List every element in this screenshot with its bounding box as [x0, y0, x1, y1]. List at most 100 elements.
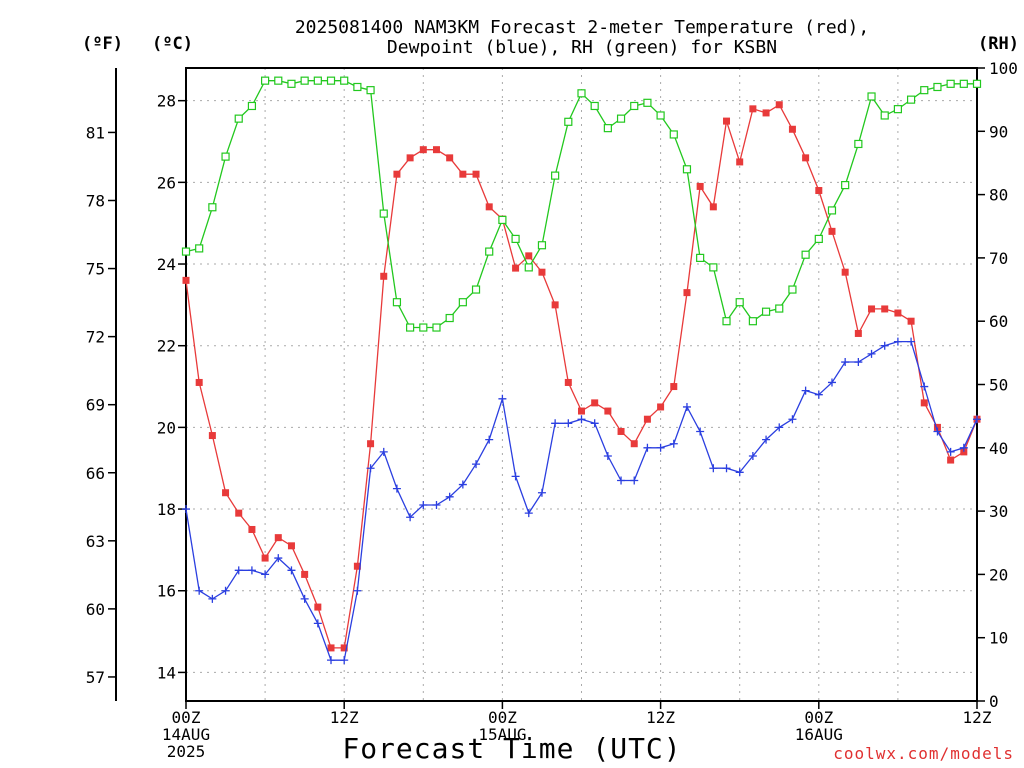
fahrenheit-tick-label: 66 [86, 464, 105, 483]
rh-point [445, 313, 454, 323]
dewpoint-point [221, 586, 230, 595]
rh-point [234, 114, 243, 123]
x-axis-title: Forecast Time (UTC) [342, 732, 682, 765]
temperature-point [749, 105, 757, 113]
time-tick-label: 00Z [172, 708, 201, 727]
temperature-point [432, 146, 440, 154]
rh-point [854, 139, 863, 149]
temperature-point [340, 644, 348, 652]
temperature-point [828, 227, 836, 235]
series-group [182, 101, 981, 652]
rh-point [181, 247, 191, 256]
fahrenheit-tick-label: 57 [86, 668, 105, 687]
dewpoint-point [827, 378, 836, 387]
rh-point [195, 244, 204, 253]
rh-point [537, 241, 547, 250]
dewpoint-point [195, 586, 204, 595]
temperature-point [604, 407, 612, 415]
dewpoint-point [735, 468, 744, 477]
rh-tick-label: 90 [989, 122, 1008, 141]
rh-point [946, 79, 955, 88]
rh-point [208, 203, 217, 212]
rh-point [669, 130, 678, 139]
dewpoint-point [511, 472, 520, 481]
credit-link[interactable]: coolwx.com/models [833, 744, 1014, 763]
rh-tick-label: 0 [989, 692, 999, 711]
temperature-point [380, 272, 388, 280]
rh-point [247, 101, 257, 111]
dewpoint-point [366, 464, 375, 473]
rh-point [972, 79, 982, 88]
rh-point [893, 105, 903, 114]
fahrenheit-axis: 57 60 63 66 69 72 75 78 81 [86, 68, 117, 701]
series-group [182, 337, 981, 665]
temperature-point [933, 423, 941, 431]
temperature-point [591, 399, 599, 407]
temperature-point [578, 407, 585, 415]
temperature-point [538, 268, 546, 276]
temperature-point [947, 456, 955, 464]
dewpoint-point [801, 386, 810, 395]
dewpoint-point [880, 341, 889, 350]
temperature-point [208, 432, 216, 440]
temperature-point [195, 378, 203, 386]
temperature-point [406, 154, 414, 162]
dewpoint-point [893, 337, 902, 346]
temperature-point [274, 534, 282, 542]
dewpoint-point [854, 358, 863, 367]
dewpoint-point [498, 394, 507, 403]
rh-point [761, 307, 771, 316]
dewpoint-point [656, 443, 665, 452]
temperature-point [485, 203, 493, 211]
dewpoint-point [617, 476, 626, 485]
rh-point [590, 101, 599, 111]
fahrenheit-tick-label: 60 [86, 600, 105, 619]
dewpoint-point [920, 382, 929, 391]
temperature-point [920, 399, 928, 407]
rh-point [775, 304, 784, 313]
celsius-axis: 14 16 18 20 22 24 26 28 [157, 92, 186, 682]
time-tick-label: 12Z [646, 708, 675, 727]
rh-point [432, 323, 441, 332]
series-line [185, 340, 978, 661]
series-group [181, 76, 982, 332]
temperature-point [261, 554, 269, 562]
dewpoint-point [682, 402, 691, 411]
rh-tick-label: 60 [989, 312, 1008, 331]
rh-point [221, 152, 230, 161]
rh-point [827, 206, 837, 215]
rh-point [274, 76, 283, 85]
celsius-tick-label: 18 [157, 500, 176, 519]
celsius-tick-label: 14 [157, 663, 176, 682]
temperature-point [367, 440, 375, 448]
rh-point [841, 181, 850, 190]
temperature-point [841, 268, 849, 276]
dewpoint-point [182, 505, 190, 514]
dewpoint-point [261, 570, 270, 579]
dewpoint-point [458, 480, 467, 489]
fahrenheit-tick-label: 72 [86, 328, 105, 347]
temperature-point [235, 509, 243, 517]
gridlines [186, 68, 977, 701]
dewpoint-point [419, 500, 428, 509]
temperature-point [446, 154, 454, 162]
temperature-point [696, 182, 704, 190]
time-tick-label: 14AUG [162, 725, 210, 744]
rh-point [353, 82, 362, 92]
rh-point [643, 98, 652, 107]
temperature-point [327, 644, 335, 652]
rh-point [300, 76, 309, 85]
dewpoint-point [247, 566, 256, 575]
rh-point [379, 209, 388, 218]
rh-point [748, 317, 757, 326]
rh-point [392, 298, 402, 307]
dewpoint-point [327, 656, 336, 665]
rh-point [906, 95, 916, 104]
temperature-point [788, 125, 796, 133]
dewpoint-point [973, 415, 981, 424]
temperature-point [894, 309, 902, 317]
dewpoint-point [300, 594, 309, 603]
dewpoint-point [472, 460, 481, 469]
rh-point [656, 111, 665, 120]
